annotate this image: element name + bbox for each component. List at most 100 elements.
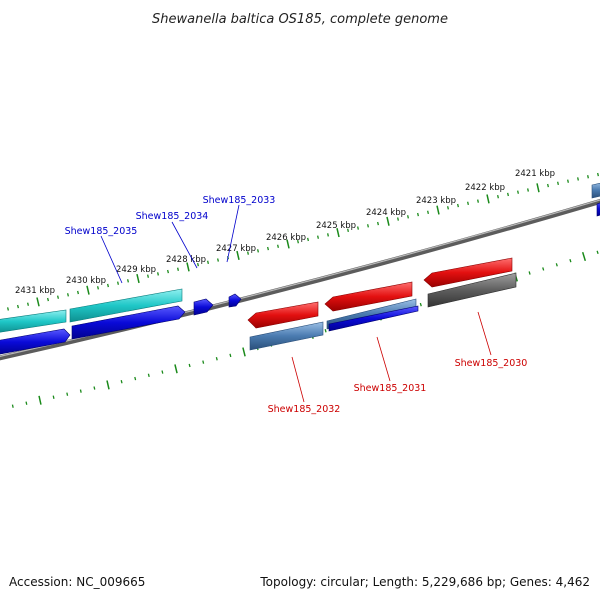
minor-tick xyxy=(16,304,20,309)
accession-text: Accession: NC_009665 xyxy=(9,575,145,589)
tick-label: 2421 kbp xyxy=(515,169,555,179)
gene-arrow[interactable] xyxy=(591,182,600,199)
minor-tick xyxy=(467,201,469,206)
gene-label-shew185-2032[interactable]: Shew185_2032 xyxy=(268,404,341,415)
minor-tick xyxy=(569,258,572,263)
minor-tick xyxy=(557,181,559,186)
minor-tick xyxy=(207,260,209,265)
minor-tick xyxy=(367,224,369,228)
major-tick xyxy=(336,228,340,238)
gene-label-shew185-2033[interactable]: Shew185_2033 xyxy=(203,195,276,206)
minor-tick xyxy=(347,228,349,233)
minor-tick xyxy=(397,217,399,221)
map-title: Shewanella baltica OS185, complete genom… xyxy=(152,12,448,27)
minor-tick xyxy=(161,370,164,374)
gene-labels-top: Shew185_2033 Shew185_2034 Shew185_2035 xyxy=(65,195,276,284)
gene-arrow[interactable] xyxy=(324,281,413,312)
major-tick xyxy=(536,183,540,193)
minor-tick xyxy=(577,177,579,181)
topology-text: Topology: circular; Length: 5,229,686 bp… xyxy=(259,575,590,589)
tick-label: 2428 kbp xyxy=(166,255,206,265)
gene-label-shew185-2031[interactable]: Shew185_2031 xyxy=(354,383,427,394)
minor-tick xyxy=(67,293,69,297)
minor-tick xyxy=(117,281,119,285)
minor-tick xyxy=(596,250,599,255)
gene-arrow[interactable] xyxy=(249,321,324,351)
major-tick xyxy=(386,216,390,226)
gene-arrow[interactable] xyxy=(427,272,517,308)
tick-label: 2427 kbp xyxy=(216,244,256,254)
minor-tick xyxy=(419,302,422,307)
minor-tick xyxy=(188,363,191,368)
major-tick xyxy=(186,262,190,272)
gene-arrow[interactable] xyxy=(596,201,600,217)
minor-tick xyxy=(427,210,429,215)
minor-tick xyxy=(77,290,79,295)
gene-label-shew185-2035[interactable]: Shew185_2035 xyxy=(65,226,138,237)
tick-label: 2426 kbp xyxy=(266,233,306,243)
gene-arrow[interactable] xyxy=(0,328,71,355)
minor-tick xyxy=(277,244,279,248)
major-tick xyxy=(86,285,90,295)
gene-arrow[interactable] xyxy=(247,301,319,329)
minor-tick xyxy=(447,206,449,210)
tick-label: 2431 kbp xyxy=(15,286,55,296)
tick-label: 2429 kbp xyxy=(116,265,156,275)
minor-tick xyxy=(147,373,150,378)
minor-tick xyxy=(297,240,299,244)
minor-tick xyxy=(567,179,569,183)
minor-tick xyxy=(257,249,259,253)
minor-tick xyxy=(307,237,309,242)
minor-tick xyxy=(46,297,50,302)
minor-tick xyxy=(25,401,28,405)
minor-tick xyxy=(52,395,55,399)
minor-tick xyxy=(528,271,531,275)
gene-arrow[interactable] xyxy=(423,257,513,288)
minor-tick xyxy=(26,302,30,306)
minor-tick xyxy=(97,286,99,290)
minor-tick xyxy=(107,283,109,288)
minor-tick xyxy=(497,194,499,199)
gene-labels-bottom: Shew185_2030 Shew185_2031 Shew185_2032 xyxy=(268,311,528,415)
major-tick xyxy=(286,239,290,249)
minor-tick xyxy=(555,263,558,267)
major-tick xyxy=(38,395,42,405)
major-tick xyxy=(242,347,246,357)
gene-arrow[interactable] xyxy=(193,298,214,316)
major-tick xyxy=(36,297,40,307)
tick-label: 2430 kbp xyxy=(66,276,106,286)
major-tick xyxy=(436,205,440,215)
minor-tick xyxy=(79,389,82,393)
minor-tick xyxy=(197,262,199,267)
minor-tick xyxy=(93,386,96,390)
minor-tick xyxy=(147,274,149,278)
gene-arrows-reverse xyxy=(247,257,517,351)
minor-tick xyxy=(377,221,379,226)
gene-arrow[interactable] xyxy=(0,309,67,333)
minor-tick xyxy=(167,269,169,274)
minor-tick xyxy=(507,192,509,197)
gene-arrow[interactable] xyxy=(71,305,186,340)
minor-tick xyxy=(134,376,137,381)
major-tick xyxy=(236,250,240,260)
gene-arrow[interactable] xyxy=(328,305,419,332)
minor-tick xyxy=(327,233,329,237)
major-tick xyxy=(136,273,140,284)
gene-arrow[interactable] xyxy=(69,288,183,323)
minor-tick xyxy=(317,235,319,239)
tick-label: 2425 kbp xyxy=(316,221,356,231)
minor-tick xyxy=(542,267,545,271)
tick-label: 2423 kbp xyxy=(416,196,456,206)
minor-tick xyxy=(215,357,218,361)
minor-tick xyxy=(267,246,269,251)
gene-label-shew185-2034[interactable]: Shew185_2034 xyxy=(136,211,209,222)
major-tick xyxy=(174,364,178,374)
minor-tick xyxy=(177,267,179,271)
minor-tick xyxy=(66,392,69,396)
minor-tick xyxy=(517,190,519,194)
gene-label-shew185-2030[interactable]: Shew185_2030 xyxy=(455,358,528,369)
minor-tick xyxy=(407,215,409,219)
gene-arrow[interactable] xyxy=(228,293,242,308)
minor-tick xyxy=(547,183,549,188)
